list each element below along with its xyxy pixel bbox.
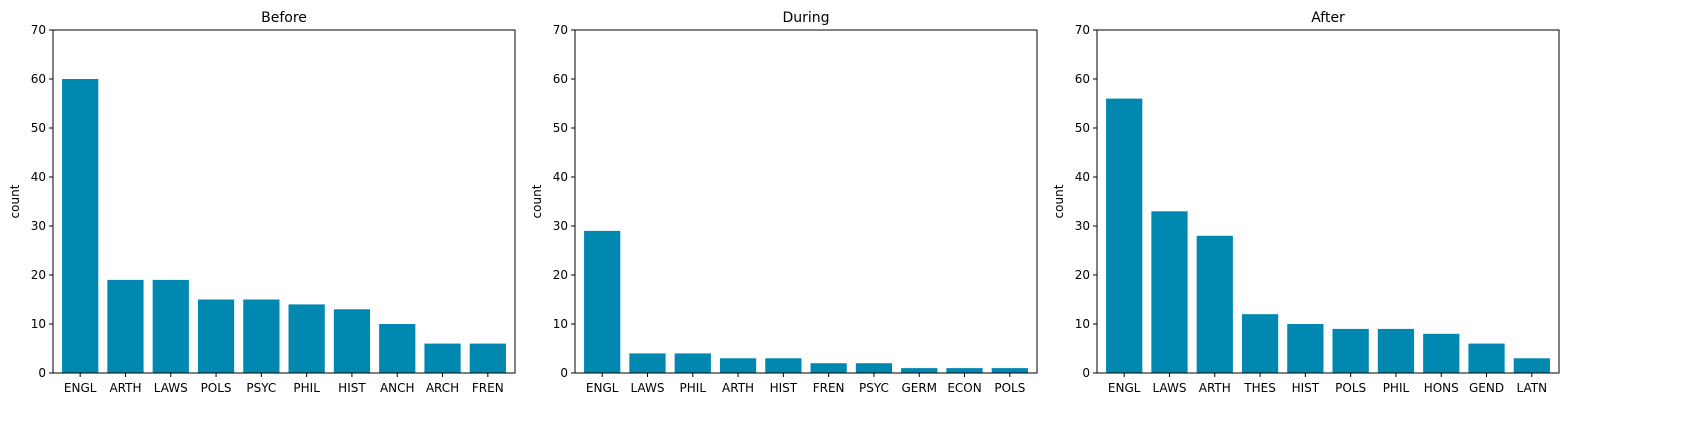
x-tick-label: LAWS xyxy=(1152,381,1186,395)
bar-arth xyxy=(107,279,144,373)
y-tick-label: 10 xyxy=(1075,317,1090,331)
bar-arth xyxy=(719,358,757,373)
bar-fren xyxy=(469,343,506,373)
bar-hist xyxy=(765,358,802,373)
x-tick-label: GERM xyxy=(901,381,937,395)
bar-germ xyxy=(901,368,938,373)
y-tick-label: 0 xyxy=(38,366,46,380)
bar-econ xyxy=(946,368,983,373)
y-tick-label: 50 xyxy=(31,121,46,135)
chart-title: Before xyxy=(261,10,307,26)
bar-phil xyxy=(288,304,325,373)
bar-arch xyxy=(424,343,461,373)
bar-laws xyxy=(1151,211,1188,373)
x-tick-label: ENGL xyxy=(586,381,619,395)
x-tick-label: ARCH xyxy=(426,381,459,395)
y-tick-label: 40 xyxy=(1075,170,1090,184)
bar-pols xyxy=(197,299,235,373)
x-tick-label: PHIL xyxy=(293,381,320,395)
x-tick-label: PHIL xyxy=(1383,381,1410,395)
x-tick-label: GEND xyxy=(1469,381,1504,395)
bar-thes xyxy=(1241,314,1279,373)
y-axis-label: count xyxy=(530,184,544,218)
y-tick-label: 20 xyxy=(1075,268,1090,282)
y-tick-label: 60 xyxy=(553,72,568,86)
y-tick-label: 30 xyxy=(553,219,568,233)
bar-anch xyxy=(379,324,416,373)
bar-engl xyxy=(584,230,621,373)
bar-laws xyxy=(152,279,189,373)
y-tick-label: 70 xyxy=(553,23,568,37)
x-tick-label: ECON xyxy=(947,381,981,395)
y-tick-label: 10 xyxy=(31,317,46,331)
x-tick-label: ARTH xyxy=(109,381,141,395)
y-tick-label: 10 xyxy=(553,317,568,331)
x-tick-label: PSYC xyxy=(246,381,276,395)
y-tick-label: 50 xyxy=(1075,121,1090,135)
bar-engl xyxy=(62,79,99,373)
y-tick-label: 40 xyxy=(553,170,568,184)
y-tick-label: 20 xyxy=(31,268,46,282)
y-axis-label: count xyxy=(1052,184,1066,218)
axes-frame xyxy=(52,29,516,374)
x-tick-label: FREN xyxy=(472,381,504,395)
x-tick-label: HIST xyxy=(1292,381,1320,395)
chart-panel-1: 0 10 20 30 40 50 60 70 ENGL ARTH LAWS POLS PSYC PHIL H… xyxy=(8,10,516,395)
axes-frame xyxy=(574,29,1038,374)
x-tick-label: POLS xyxy=(201,381,232,395)
y-tick-label: 70 xyxy=(1075,23,1090,37)
x-tick-label: ENGL xyxy=(1108,381,1141,395)
y-tick-label: 70 xyxy=(31,23,46,37)
bar-hons xyxy=(1423,333,1460,373)
bar-latn xyxy=(1513,358,1550,373)
chart-title: After xyxy=(1311,10,1345,26)
axes-frame xyxy=(1096,29,1560,374)
x-tick-label: LATN xyxy=(1517,381,1548,395)
x-tick-label: FREN xyxy=(813,381,845,395)
y-tick-label: 60 xyxy=(1075,72,1090,86)
x-tick-label: ANCH xyxy=(380,381,415,395)
bar-hist xyxy=(1287,324,1324,373)
bar-hist xyxy=(333,309,371,373)
bar-laws xyxy=(629,353,666,373)
bar-gend xyxy=(1468,343,1505,373)
bar-arth xyxy=(1196,235,1233,373)
y-axis-label: count xyxy=(8,184,22,218)
bar-pols xyxy=(1332,328,1369,373)
x-tick-label: HIST xyxy=(338,381,366,395)
y-tick-label: 30 xyxy=(31,219,46,233)
x-tick-label: LAWS xyxy=(154,381,188,395)
chart-panel-3: 0 10 20 30 40 50 60 70 ENGL LAWS ARTH THES HIST POLS P… xyxy=(1052,10,1560,395)
chart-panel-2: 0 10 20 30 40 50 60 70 ENGL LAWS PHIL ARTH HIST FREN P… xyxy=(530,10,1038,395)
x-tick-label: ARTH xyxy=(1199,381,1231,395)
x-tick-label: PHIL xyxy=(680,381,707,395)
y-tick-label: 0 xyxy=(1082,366,1090,380)
x-tick-label: HONS xyxy=(1424,381,1459,395)
y-tick-label: 50 xyxy=(553,121,568,135)
bar-psyc xyxy=(243,299,280,373)
bar-phil xyxy=(1377,328,1415,373)
y-tick-label: 40 xyxy=(31,170,46,184)
bar-pols xyxy=(991,368,1028,373)
bar-engl xyxy=(1106,98,1143,373)
x-tick-label: PSYC xyxy=(859,381,889,395)
bar-phil xyxy=(674,353,711,373)
y-tick-label: 30 xyxy=(1075,219,1090,233)
bar-fren xyxy=(810,363,847,373)
x-tick-label: LAWS xyxy=(630,381,664,395)
x-tick-label: ARTH xyxy=(722,381,754,395)
x-tick-label: POLS xyxy=(1335,381,1366,395)
x-tick-label: HIST xyxy=(770,381,798,395)
y-tick-label: 60 xyxy=(31,72,46,86)
chart-title: During xyxy=(782,10,829,26)
y-tick-label: 0 xyxy=(560,366,568,380)
y-tick-label: 20 xyxy=(553,268,568,282)
x-tick-label: THES xyxy=(1243,381,1276,395)
x-tick-label: POLS xyxy=(994,381,1025,395)
bar-psyc xyxy=(855,363,893,373)
x-tick-label: ENGL xyxy=(64,381,97,395)
